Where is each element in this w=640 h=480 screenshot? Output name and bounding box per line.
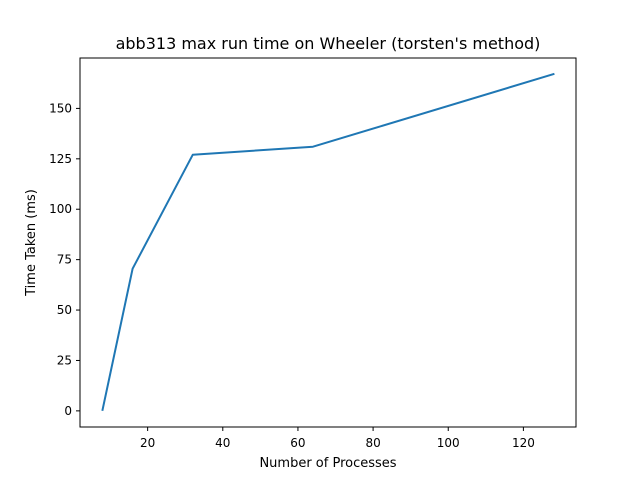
chart-title: abb313 max run time on Wheeler (torsten'…	[116, 34, 541, 53]
y-axis: 0 25 50 75 100 125 150	[49, 101, 80, 418]
y-tick-label: 0	[64, 404, 72, 418]
x-axis-label: Number of Processes	[259, 456, 396, 471]
y-tick-label: 100	[49, 202, 72, 216]
x-tick-label: 20	[140, 436, 155, 450]
y-tick-label: 75	[57, 253, 72, 267]
y-tick-label: 125	[49, 152, 72, 166]
plot-area	[101, 72, 555, 412]
y-tick-label: 150	[49, 101, 72, 115]
x-axis: 20 40 60 80 100 120	[140, 427, 535, 450]
series-line	[101, 72, 555, 412]
axes-frame	[79, 57, 577, 428]
x-tick-label: 100	[437, 436, 460, 450]
y-tick-label: 25	[57, 353, 72, 367]
x-tick-label: 120	[512, 436, 535, 450]
x-tick-label: 80	[365, 436, 380, 450]
x-tick-label: 40	[215, 436, 230, 450]
y-axis-label: Time Taken (ms)	[24, 189, 39, 297]
x-tick-label: 60	[290, 436, 305, 450]
y-tick-label: 50	[57, 303, 72, 317]
